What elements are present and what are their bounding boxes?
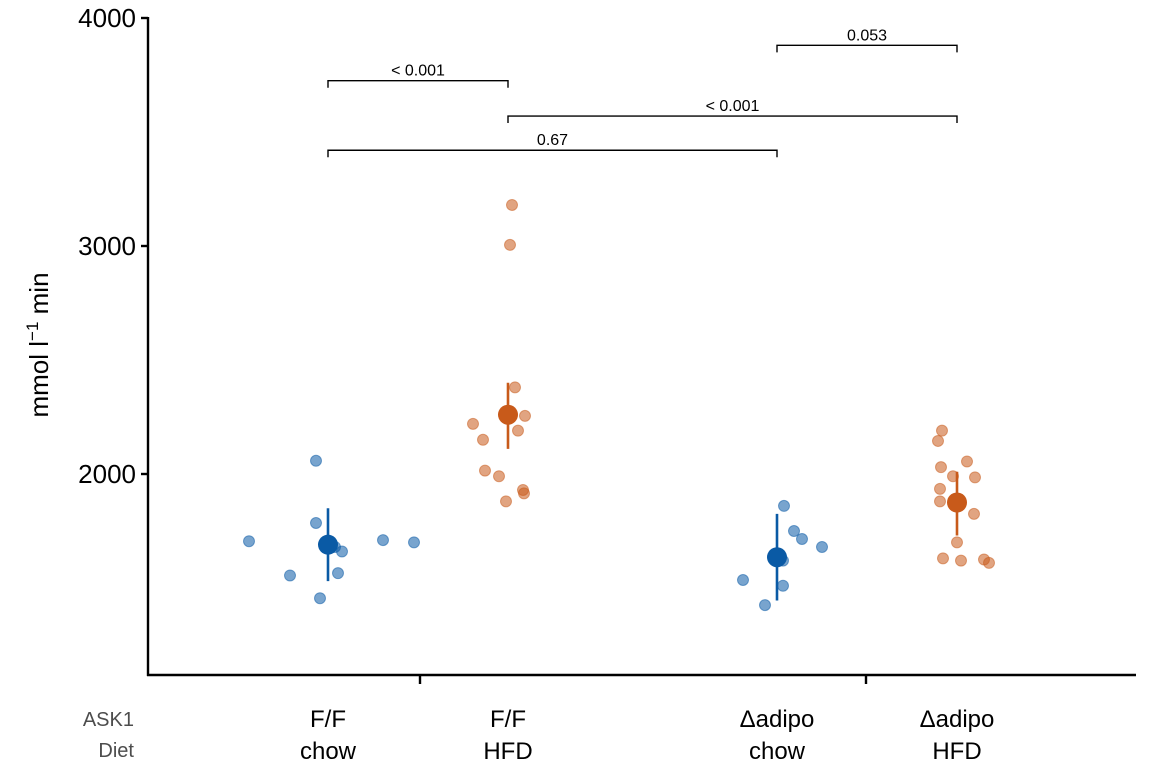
data-point xyxy=(937,552,949,565)
data-point xyxy=(509,381,521,394)
y-axis-label: mmol l−1 min xyxy=(23,272,54,417)
data-point xyxy=(500,495,512,508)
data-point xyxy=(932,434,944,447)
p-value-label: < 0.001 xyxy=(391,63,445,80)
x-tick-label-diet: chow xyxy=(300,738,357,765)
data-point xyxy=(477,433,489,446)
x-tick-label-genotype: F/F xyxy=(310,706,346,733)
data-point xyxy=(284,569,296,582)
data-point xyxy=(493,470,505,483)
p-value-label: 0.67 xyxy=(537,132,568,149)
mean-point xyxy=(767,547,787,568)
mean-point xyxy=(318,534,338,555)
y-tick-label: 4000 xyxy=(78,3,136,33)
data-point xyxy=(951,536,963,549)
data-point xyxy=(336,545,348,558)
significance-bracket xyxy=(507,115,958,124)
significance-bracket xyxy=(776,44,958,53)
data-point xyxy=(777,579,789,592)
data-point xyxy=(314,592,326,605)
row-label-ask1: ASK1 xyxy=(83,709,134,731)
significance-bracket xyxy=(327,80,509,88)
y-tick-label: 3000 xyxy=(78,231,136,261)
data-point xyxy=(961,455,973,468)
x-tick-label-diet: HFD xyxy=(932,738,981,765)
row-label-diet: Diet xyxy=(98,740,134,762)
data-point xyxy=(310,517,322,530)
data-point xyxy=(512,424,524,437)
data-point xyxy=(479,464,491,477)
data-point xyxy=(796,532,808,545)
significance-bracket xyxy=(327,149,778,158)
data-point xyxy=(978,553,990,566)
data-point xyxy=(737,574,749,587)
x-tick-label-genotype: Δadipo xyxy=(740,706,815,733)
x-tick-label-diet: HFD xyxy=(483,738,532,765)
data-point xyxy=(506,198,518,211)
x-tick-label-genotype: Δadipo xyxy=(920,706,995,733)
data-point xyxy=(759,599,771,612)
data-point xyxy=(778,499,790,512)
data-point xyxy=(243,535,255,548)
x-tick-label-genotype: F/F xyxy=(490,706,526,733)
data-point xyxy=(408,536,420,549)
mean-point xyxy=(947,492,967,513)
data-point xyxy=(377,534,389,547)
data-point xyxy=(310,454,322,467)
data-point xyxy=(788,525,800,537)
data-point xyxy=(519,409,531,422)
p-value-label: < 0.001 xyxy=(706,98,760,115)
data-point xyxy=(332,567,344,580)
data-point xyxy=(969,471,981,484)
data-point xyxy=(518,487,530,500)
y-tick-label: 2000 xyxy=(78,459,136,489)
data-point xyxy=(504,238,516,251)
data-point xyxy=(935,461,947,474)
mean-point xyxy=(498,404,518,425)
data-point xyxy=(955,554,967,567)
x-tick-label-diet: chow xyxy=(749,738,806,765)
data-point xyxy=(934,495,946,508)
data-point xyxy=(968,507,980,520)
data-point xyxy=(816,540,828,553)
data-point xyxy=(467,417,479,430)
data-point xyxy=(934,482,946,495)
p-value-label: 0.053 xyxy=(847,27,887,44)
data-point xyxy=(936,424,948,437)
